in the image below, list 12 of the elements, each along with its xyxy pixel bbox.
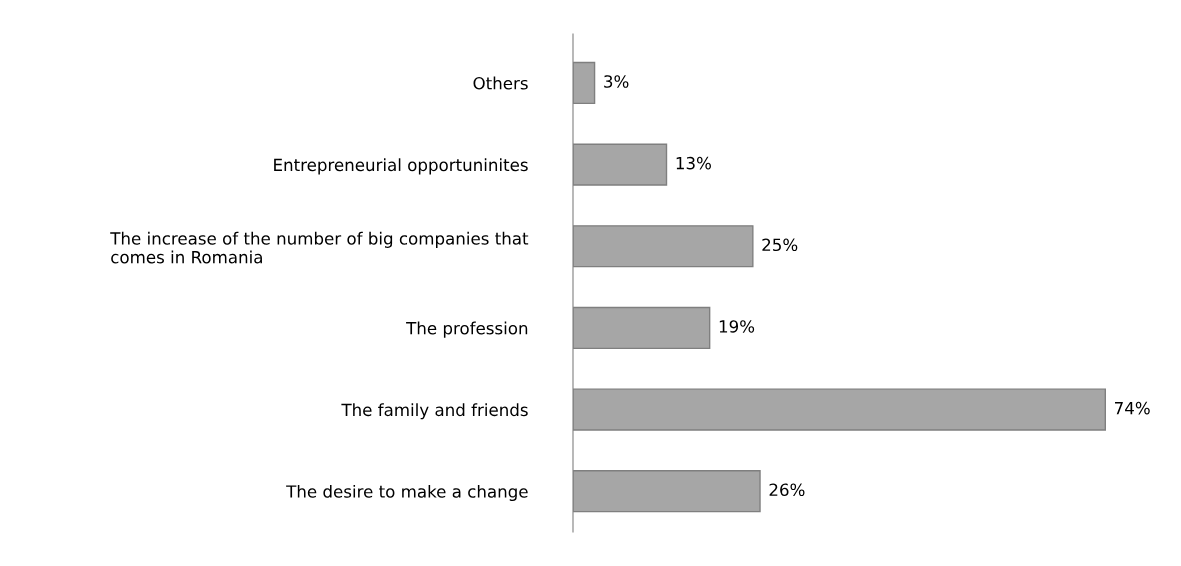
y-tick-label: The increase of the number of big companies that comes in Romania	[110, 231, 529, 264]
data-label: 19%	[719, 320, 755, 333]
y-tick-label: The profession	[406, 321, 528, 338]
data-label: 13%	[676, 156, 711, 170]
data-label: 26%	[769, 483, 805, 497]
y-tick-label: Entrepreneurial opportuninites	[274, 158, 528, 175]
y-tick-label: Others	[473, 76, 528, 90]
data-label: 25%	[762, 238, 798, 252]
y-tick-label: The family and friends	[341, 403, 528, 420]
y-tick-label: The desire to make a change	[286, 484, 528, 502]
data-label: 74%	[1115, 401, 1150, 415]
data-label: 3%	[604, 75, 629, 88]
